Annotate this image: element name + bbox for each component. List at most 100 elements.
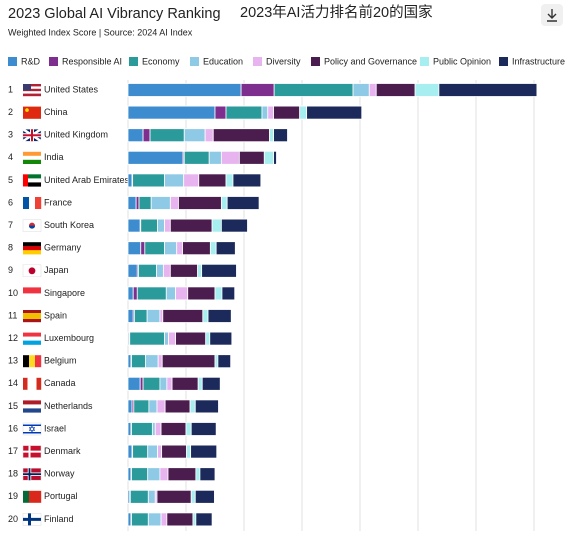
flag-part: [23, 84, 41, 87]
bar-segment: [175, 331, 207, 346]
rank-label: 4: [8, 152, 13, 162]
category-label: Spain: [44, 310, 67, 320]
bar-segment: [205, 331, 211, 346]
flag-part: [23, 377, 28, 390]
rank-label: 6: [8, 197, 13, 207]
download-button[interactable]: [541, 4, 563, 26]
flag-icon: [23, 151, 41, 164]
bar-segment: [186, 444, 192, 459]
bar-segment: [211, 218, 222, 233]
flag-part: [23, 404, 41, 409]
flag-part: [23, 91, 41, 94]
flag-part: [23, 445, 41, 458]
flag-icon: [23, 242, 41, 255]
flag-icon: [23, 84, 41, 97]
bar-segment: [182, 241, 211, 256]
bar-segment: [183, 128, 206, 143]
bar-segment: [127, 150, 184, 165]
bar-segment: [154, 422, 162, 436]
bar-segment: [127, 309, 134, 323]
rank-label: 10: [8, 288, 18, 298]
category-label: South Korea: [44, 220, 94, 230]
bar-segment: [226, 196, 260, 210]
flag-part: [28, 182, 41, 187]
category-label: United Arab Emirates: [44, 175, 130, 185]
flag-part: [23, 151, 41, 156]
legend-label: Responsible AI: [62, 56, 122, 66]
bar-segment: [151, 422, 156, 436]
flag-part: [23, 490, 30, 503]
bar-segment: [220, 196, 228, 210]
flag-part: [23, 432, 41, 434]
flag-part: [29, 197, 36, 209]
flag-part: [23, 293, 41, 300]
bar-segment: [207, 309, 232, 323]
bar-segment: [131, 422, 153, 436]
flag-part: [23, 336, 41, 341]
rank-label: 18: [8, 469, 18, 479]
bar-segment: [156, 263, 164, 278]
flag-part: [28, 178, 41, 183]
bar-segment: [368, 83, 377, 97]
bar-segment: [197, 263, 203, 278]
flag-icon: [23, 310, 41, 323]
flag-part: [29, 225, 35, 229]
bar-segment: [131, 354, 146, 369]
bar-segment: [166, 376, 173, 391]
bar-segment: [164, 173, 185, 188]
bar-segment: [299, 105, 308, 120]
bar-segment: [127, 173, 133, 188]
flag-icon: [22, 445, 42, 458]
legend-swatch: [49, 57, 58, 66]
bar-segment: [209, 241, 217, 256]
bar-segment: [138, 196, 152, 210]
flag-icon: [23, 400, 41, 413]
flag-part: [23, 424, 41, 426]
bar-segment: [157, 218, 165, 233]
flag-icon: [23, 377, 42, 390]
bar-segment: [214, 105, 227, 120]
legend-label: Economy: [142, 56, 180, 66]
flag-part: [23, 408, 41, 413]
bar-segment: [142, 376, 161, 391]
bar-segment: [127, 444, 133, 459]
flag-icon: [22, 174, 42, 187]
legend-label: Public Opinion: [433, 56, 491, 66]
bar-segment: [225, 173, 234, 188]
flag-part: [23, 400, 41, 405]
flag-part: [23, 332, 41, 337]
bar-segment: [127, 376, 141, 391]
rank-label: 3: [8, 130, 13, 140]
bar-segment: [140, 218, 158, 233]
bar-segment: [164, 218, 171, 233]
bar-segment: [129, 489, 149, 504]
flag-icon: [23, 106, 41, 119]
flag-icon: [22, 128, 42, 143]
bar-segment: [147, 512, 162, 527]
bar-segment: [215, 241, 236, 256]
bar-segment: [221, 286, 236, 301]
rank-label: 1: [8, 84, 13, 94]
rank-label: 16: [8, 423, 18, 433]
rank-label: 8: [8, 243, 13, 253]
category-label: Japan: [44, 265, 69, 275]
bar-segment: [162, 309, 204, 323]
bar-segment: [438, 83, 538, 97]
bar-segment: [187, 286, 216, 301]
rank-label: 5: [8, 175, 13, 185]
bar-segment: [131, 467, 149, 482]
bar-segment: [150, 196, 171, 210]
flag-part: [23, 319, 41, 323]
flag-part: [25, 108, 29, 112]
flag-part: [28, 425, 36, 433]
bar-segment: [156, 489, 192, 504]
flag-part: [23, 242, 41, 247]
bar-segment: [217, 354, 232, 369]
flag-part: [32, 377, 37, 390]
bar-segment: [167, 467, 197, 482]
bar-segment: [225, 105, 263, 120]
legend-swatch: [8, 57, 17, 66]
category-label: Germany: [44, 243, 82, 253]
bar-segment: [135, 196, 140, 210]
